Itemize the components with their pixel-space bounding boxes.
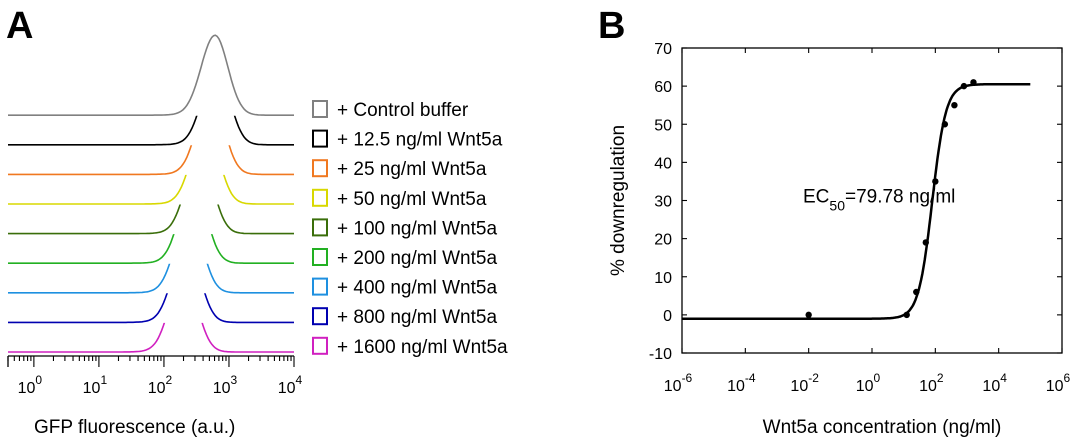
x-tick-label: 104 bbox=[982, 371, 1007, 395]
legend-entry: + 800 ng/ml Wnt5a bbox=[312, 307, 497, 328]
data-point bbox=[922, 239, 930, 246]
legend-label: + 800 ng/ml Wnt5a bbox=[337, 307, 497, 328]
y-tick-label: 10 bbox=[654, 270, 672, 287]
legend-swatch bbox=[312, 100, 328, 118]
panel-b-letter: B bbox=[598, 5, 625, 47]
y-tick-label: 70 bbox=[654, 41, 672, 58]
histogram-fill bbox=[8, 212, 294, 294]
legend-swatch bbox=[312, 336, 328, 355]
histogram-fill bbox=[8, 64, 294, 146]
x-tick-label: 10-4 bbox=[727, 371, 756, 395]
legend-swatch bbox=[312, 188, 328, 207]
x-tick-label: 102 bbox=[919, 371, 944, 395]
histogram-fill bbox=[8, 35, 294, 116]
histogram-panel: 100 101 102 103 104 GFP fluorescence (a.u.) … bbox=[7, 34, 508, 438]
legend-entry: + 100 ng/ml Wnt5a bbox=[312, 218, 497, 239]
panel-a-letter: A bbox=[6, 5, 33, 47]
y-tick-label: -10 bbox=[649, 346, 672, 363]
histogram-x-tick-labels: 100 101 102 103 104 bbox=[18, 373, 303, 397]
histogram-fill bbox=[8, 153, 294, 235]
data-point bbox=[913, 288, 920, 296]
legend-swatch bbox=[312, 277, 328, 296]
dose-response-points bbox=[805, 79, 977, 319]
legend-label: + 100 ng/ml Wnt5a bbox=[337, 218, 497, 239]
histogram-x-tick-label: 103 bbox=[213, 373, 238, 397]
histogram-curve bbox=[8, 93, 294, 176]
ec50-prefix: EC bbox=[803, 187, 829, 208]
legend-label: + 400 ng/ml Wnt5a bbox=[337, 278, 497, 299]
y-tick-label: 40 bbox=[654, 155, 672, 172]
legend-swatch bbox=[312, 307, 328, 326]
histogram-fill bbox=[8, 183, 294, 264]
dose-response-ticks bbox=[681, 47, 1063, 354]
histogram-fill bbox=[8, 242, 294, 323]
data-point bbox=[960, 82, 968, 90]
legend-label: + 50 ng/ml Wnt5a bbox=[337, 189, 487, 210]
dose-response-x-axis-label: Wnt5a concentration (ng/ml) bbox=[763, 417, 1002, 438]
histogram-fill bbox=[8, 124, 294, 205]
legend-swatch bbox=[312, 129, 328, 148]
data-point bbox=[941, 121, 949, 128]
ec50-subscript: 50 bbox=[829, 198, 845, 214]
legend-entry: + 50 ng/ml Wnt5a bbox=[312, 188, 487, 210]
data-point bbox=[805, 311, 812, 319]
dose-response-panel: -10 0 10 20 30 40 50 60 70 10-6 10-4 10-2 100 102 104… bbox=[608, 41, 1071, 438]
x-tick-label: 100 bbox=[856, 371, 881, 395]
y-tick-label: 60 bbox=[654, 79, 672, 96]
legend-label: + 12.5 ng/ml Wnt5a bbox=[337, 130, 503, 151]
dose-response-y-axis-label: % downregulation bbox=[608, 125, 629, 276]
legend-label: + 25 ng/ml Wnt5a bbox=[337, 159, 487, 180]
ec50-annotation: EC50=79.78 ng/ml bbox=[803, 187, 955, 214]
legend-swatch bbox=[312, 159, 328, 178]
data-point bbox=[951, 101, 958, 109]
histogram-x-axis-label: GFP fluorescence (a.u.) bbox=[34, 417, 235, 438]
histogram-x-tick-label: 104 bbox=[278, 373, 303, 397]
histogram-curves bbox=[8, 34, 294, 353]
legend-entry: + Control buffer bbox=[312, 100, 469, 121]
histogram-curve bbox=[8, 212, 294, 294]
x-tick-label: 10-2 bbox=[790, 371, 819, 395]
histogram-curve bbox=[8, 241, 294, 324]
histogram-legend: + Control buffer + 12.5 ng/ml Wnt5a + 25 n… bbox=[312, 100, 508, 358]
data-point bbox=[932, 178, 939, 185]
histogram-curve bbox=[8, 64, 294, 146]
legend-swatch bbox=[312, 248, 328, 266]
data-point bbox=[903, 311, 910, 319]
dose-response-y-tick-labels: -10 0 10 20 30 40 50 60 70 bbox=[649, 41, 672, 363]
legend-entry: + 25 ng/ml Wnt5a bbox=[312, 159, 487, 180]
histogram-x-tick-label: 102 bbox=[148, 373, 173, 397]
legend-label: + 200 ng/ml Wnt5a bbox=[337, 248, 497, 269]
histogram-x-tick-label: 101 bbox=[83, 373, 108, 397]
histogram-curve bbox=[8, 34, 294, 116]
ec50-value: =79.78 ng/ml bbox=[845, 187, 955, 208]
legend-swatch bbox=[312, 218, 328, 237]
y-tick-label: 0 bbox=[663, 308, 672, 325]
dose-response-x-tick-labels: 10-6 10-4 10-2 100 102 104 106 bbox=[664, 371, 1071, 395]
legend-entry: + 12.5 ng/ml Wnt5a bbox=[312, 129, 503, 151]
y-tick-label: 50 bbox=[654, 117, 672, 134]
histogram-x-ticks bbox=[7, 356, 295, 367]
legend-label: + Control buffer bbox=[337, 100, 469, 121]
histogram-curve bbox=[8, 123, 294, 205]
legend-entry: + 400 ng/ml Wnt5a bbox=[312, 277, 497, 299]
x-tick-label: 106 bbox=[1046, 371, 1071, 395]
legend-entry: + 200 ng/ml Wnt5a bbox=[312, 248, 497, 269]
histogram-curve bbox=[8, 182, 294, 264]
legend-entry: + 1600 ng/ml Wnt5a bbox=[312, 336, 508, 358]
histogram-fill bbox=[8, 272, 294, 353]
x-tick-label: 10-6 bbox=[664, 371, 693, 395]
histogram-x-tick-label: 100 bbox=[18, 373, 43, 397]
y-tick-label: 20 bbox=[654, 232, 672, 249]
histogram-fill bbox=[8, 94, 294, 175]
histogram-curve bbox=[8, 271, 294, 353]
data-point bbox=[970, 79, 977, 86]
histogram-curve bbox=[8, 152, 294, 235]
legend-label: + 1600 ng/ml Wnt5a bbox=[337, 337, 508, 358]
y-tick-label: 30 bbox=[654, 194, 672, 211]
